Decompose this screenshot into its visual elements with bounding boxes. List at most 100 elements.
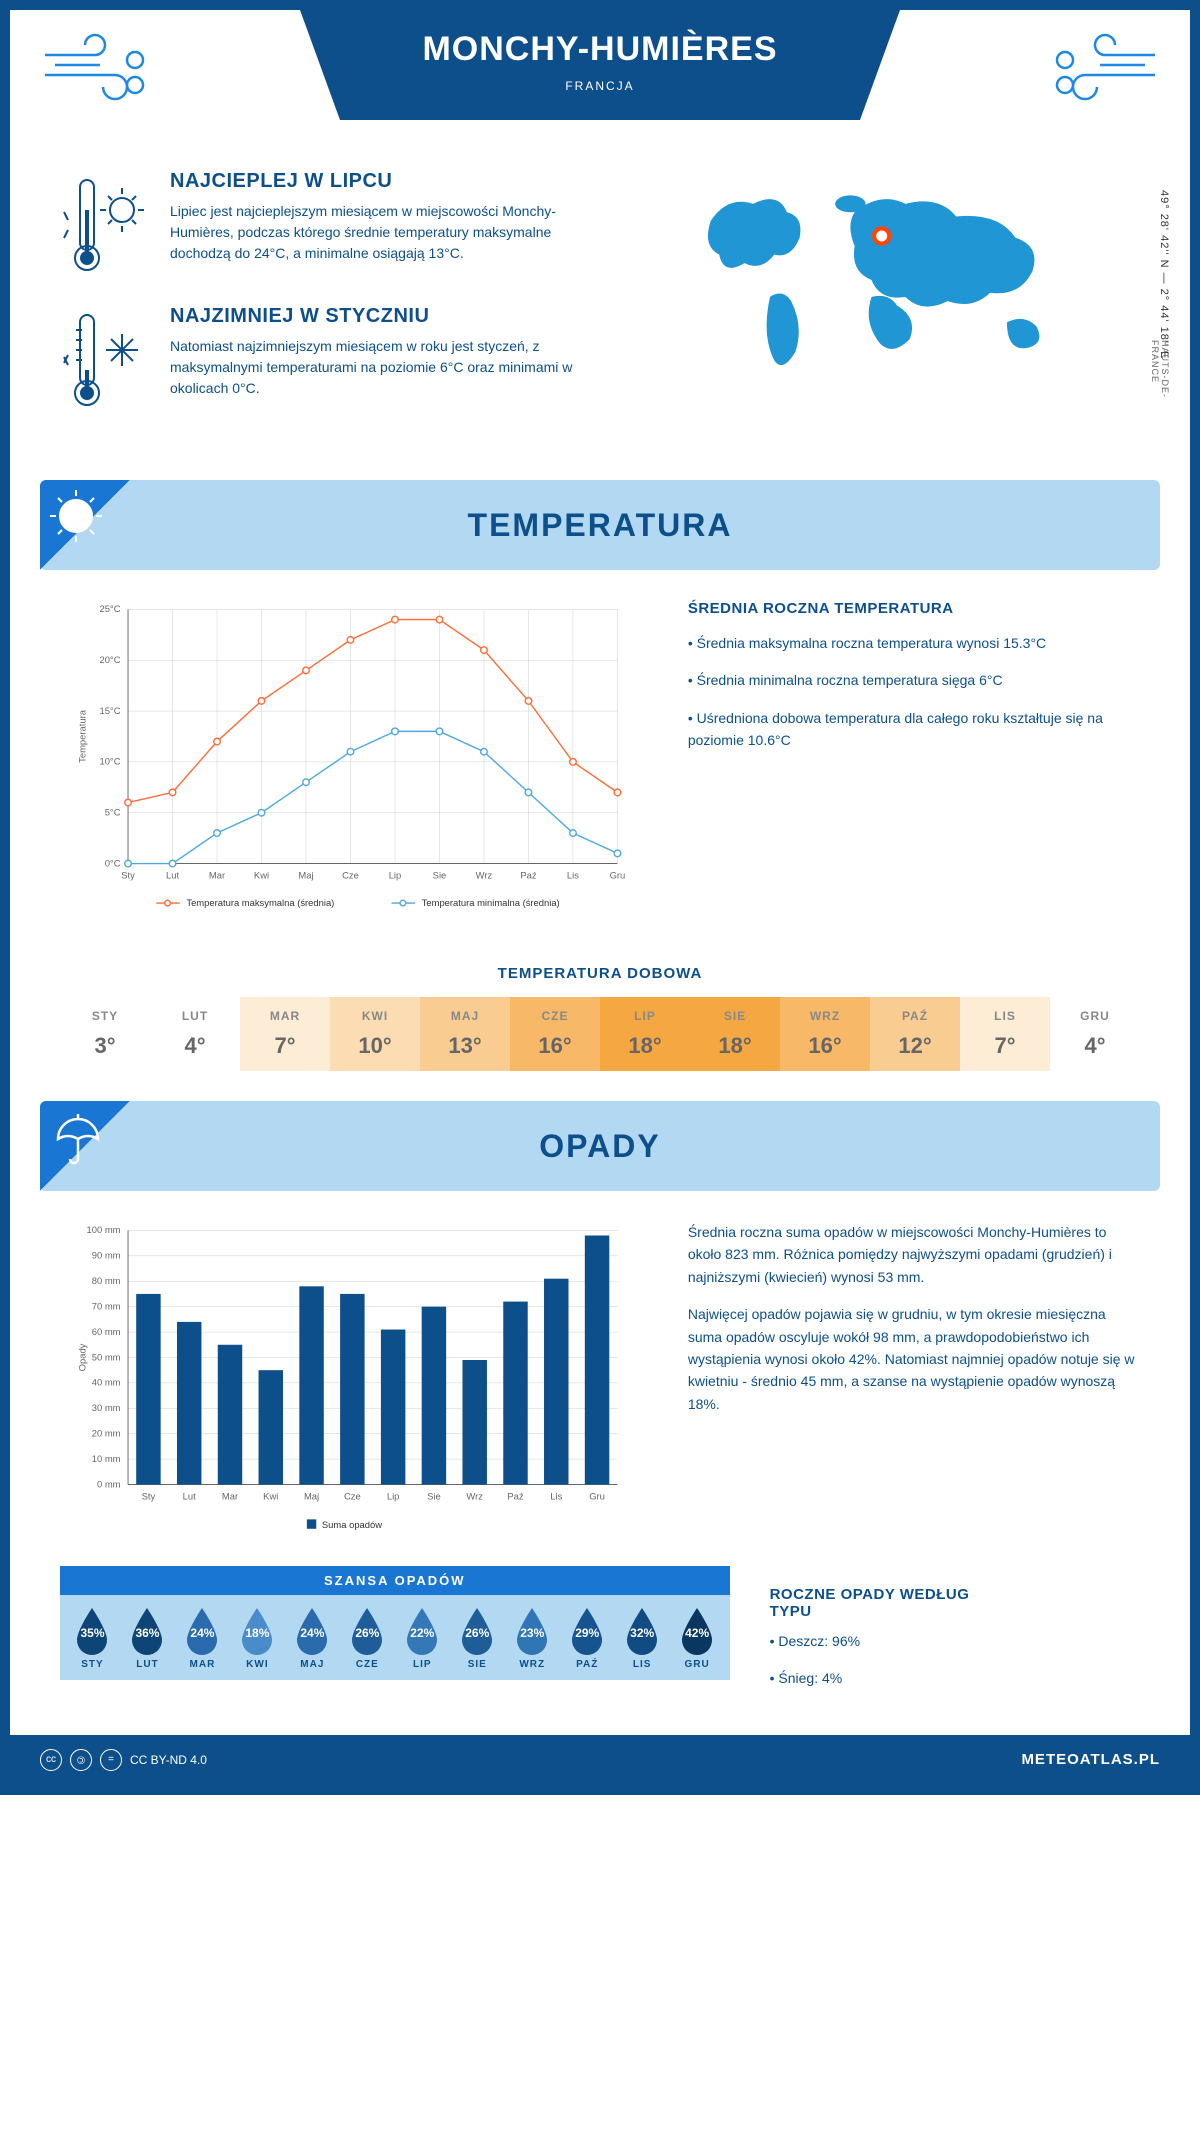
svg-text:Suma opadów: Suma opadów [322, 1519, 382, 1530]
svg-text:Temperatura: Temperatura [77, 709, 88, 763]
raindrop-icon: 24% [292, 1605, 332, 1655]
svg-text:90 mm: 90 mm [92, 1250, 121, 1261]
daily-cell: KWI10° [330, 997, 420, 1071]
svg-text:Maj: Maj [304, 1491, 319, 1502]
precip-type-1: • Deszcz: 96% [770, 1630, 992, 1652]
daily-cell: WRZ16° [780, 997, 870, 1071]
coldest-block: NAJZIMNIEJ W STYCZNIU Natomiast najzimni… [60, 305, 580, 415]
svg-text:20°C: 20°C [99, 654, 120, 665]
daily-cell: GRU4° [1050, 997, 1140, 1071]
svg-text:40 mm: 40 mm [92, 1377, 121, 1388]
chance-cell: 32% LIS [615, 1605, 670, 1670]
svg-text:10°C: 10°C [99, 756, 120, 767]
license-block: cc 🄯 = CC BY-ND 4.0 [40, 1749, 207, 1771]
hottest-title: NAJCIEPLEJ W LIPCU [170, 170, 580, 193]
svg-text:Lis: Lis [567, 870, 579, 881]
daily-cell: SIE18° [690, 997, 780, 1071]
by-icon: 🄯 [70, 1749, 92, 1771]
raindrop-icon: 18% [237, 1605, 277, 1655]
daily-cell: STY3° [60, 997, 150, 1071]
svg-text:Temperatura maksymalna (średni: Temperatura maksymalna (średnia) [186, 897, 334, 908]
svg-text:Lut: Lut [166, 870, 179, 881]
intro-text-column: NAJCIEPLEJ W LIPCU Lipiec jest najcieple… [60, 170, 580, 440]
svg-text:20 mm: 20 mm [92, 1428, 121, 1439]
precip-info-2: Najwięcej opadów pojawia się w grudniu, … [688, 1303, 1140, 1415]
precip-type-2: • Śnieg: 4% [770, 1667, 992, 1689]
location-title: MONCHY-HUMIÈRES [340, 30, 860, 69]
raindrop-icon: 42% [677, 1605, 717, 1655]
site-name: METEOATLAS.PL [1021, 1751, 1160, 1768]
temp-info-2: • Średnia minimalna roczna temperatura s… [688, 669, 1140, 691]
temperature-title: TEMPERATURA [468, 507, 733, 544]
chance-cell: 24% MAR [175, 1605, 230, 1670]
chance-cell: 29% PAŹ [560, 1605, 615, 1670]
svg-text:Paź: Paź [507, 1491, 524, 1502]
svg-text:Sty: Sty [121, 870, 135, 881]
wind-icon [1040, 30, 1160, 110]
svg-text:Cze: Cze [342, 870, 359, 881]
precip-info: Średnia roczna suma opadów w miejscowośc… [688, 1221, 1140, 1546]
daily-cell: MAJ13° [420, 997, 510, 1071]
svg-text:Cze: Cze [344, 1491, 361, 1502]
region-label: HAUTS-DE-FRANCE [1150, 340, 1170, 440]
svg-text:Maj: Maj [298, 870, 313, 881]
country-label: FRANCJA [340, 79, 860, 93]
hottest-text: Lipiec jest najcieplejszym miesiącem w m… [170, 201, 580, 264]
chance-cell: 18% KWI [230, 1605, 285, 1670]
precip-section-header: OPADY [40, 1101, 1160, 1191]
raindrop-icon: 24% [182, 1605, 222, 1655]
coldest-title: NAJZIMNIEJ W STYCZNIU [170, 305, 580, 328]
svg-text:Mar: Mar [209, 870, 225, 881]
precip-info-1: Średnia roczna suma opadów w miejscowośc… [688, 1221, 1140, 1288]
page: MONCHY-HUMIÈRES FRANCJA [0, 0, 1200, 1795]
svg-text:Sty: Sty [142, 1491, 156, 1502]
temp-info-title: ŚREDNIA ROCZNA TEMPERATURA [688, 600, 1140, 617]
daily-cell: MAR7° [240, 997, 330, 1071]
hottest-block: NAJCIEPLEJ W LIPCU Lipiec jest najcieple… [60, 170, 580, 280]
daily-cell: CZE16° [510, 997, 600, 1071]
precip-bottom-row: SZANSA OPADÓW 35% STY 36% LUT 24% MAR 18… [10, 1566, 1190, 1735]
precip-chance-box: SZANSA OPADÓW 35% STY 36% LUT 24% MAR 18… [60, 1566, 730, 1680]
svg-text:100 mm: 100 mm [87, 1224, 121, 1235]
precip-content: 0 mm10 mm20 mm30 mm40 mm50 mm60 mm70 mm8… [10, 1191, 1190, 1566]
precip-title: OPADY [539, 1128, 660, 1165]
svg-text:Lip: Lip [389, 870, 402, 881]
cc-icon: cc [40, 1749, 62, 1771]
svg-text:Lut: Lut [183, 1491, 196, 1502]
coldest-text: Natomiast najzimniejszym miesiącem w rok… [170, 336, 580, 399]
temp-info-3: • Uśredniona dobowa temperatura dla całe… [688, 707, 1140, 752]
svg-text:Lis: Lis [550, 1491, 562, 1502]
thermometer-cold-icon [60, 305, 150, 415]
svg-text:30 mm: 30 mm [92, 1402, 121, 1413]
umbrella-icon [48, 1109, 108, 1169]
svg-text:Paź: Paź [520, 870, 537, 881]
svg-text:5°C: 5°C [105, 807, 121, 818]
svg-text:Kwi: Kwi [263, 1491, 278, 1502]
chance-cell: 35% STY [65, 1605, 120, 1670]
location-marker [874, 228, 889, 243]
raindrop-icon: 26% [347, 1605, 387, 1655]
chance-cell: 42% GRU [670, 1605, 725, 1670]
svg-text:25°C: 25°C [99, 603, 120, 614]
svg-text:Sie: Sie [427, 1491, 441, 1502]
chance-title: SZANSA OPADÓW [60, 1566, 730, 1595]
license-text: CC BY-ND 4.0 [130, 1753, 207, 1767]
precip-type-title: ROCZNE OPADY WEDŁUG TYPU [770, 1586, 992, 1620]
chance-cell: 24% MAJ [285, 1605, 340, 1670]
chance-row: 35% STY 36% LUT 24% MAR 18% KWI 24% MAJ … [60, 1595, 730, 1680]
svg-text:0°C: 0°C [105, 857, 121, 868]
daily-temp-table: STY3°LUT4°MAR7°KWI10°MAJ13°CZE16°LIP18°S… [60, 997, 1140, 1071]
svg-text:0 mm: 0 mm [97, 1478, 121, 1489]
precip-chart: 0 mm10 mm20 mm30 mm40 mm50 mm60 mm70 mm8… [60, 1221, 648, 1546]
footer: cc 🄯 = CC BY-ND 4.0 METEOATLAS.PL [10, 1735, 1190, 1785]
intro-section: NAJCIEPLEJ W LIPCU Lipiec jest najcieple… [10, 150, 1190, 470]
sun-icon [48, 488, 108, 548]
svg-text:Wrz: Wrz [476, 870, 493, 881]
temperature-info: ŚREDNIA ROCZNA TEMPERATURA • Średnia mak… [688, 600, 1140, 925]
world-map [620, 170, 1140, 390]
svg-text:Temperatura minimalna (średnia: Temperatura minimalna (średnia) [422, 897, 560, 908]
map-column: 49° 28' 42'' N — 2° 44' 18'' E HAUTS-DE-… [620, 170, 1140, 440]
raindrop-icon: 23% [512, 1605, 552, 1655]
raindrop-icon: 22% [402, 1605, 442, 1655]
temperature-section-header: TEMPERATURA [40, 480, 1160, 570]
